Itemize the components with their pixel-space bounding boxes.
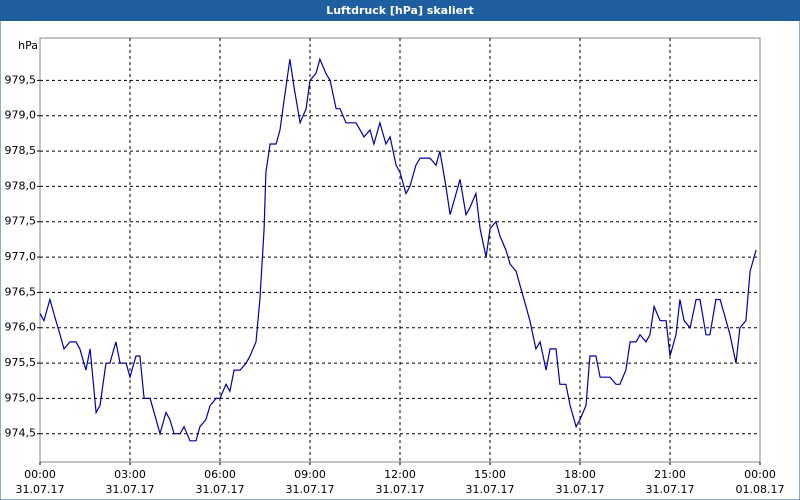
y-tick-label: 975,5: [5, 356, 37, 369]
chart-title: Luftdruck [hPa] skaliert: [326, 4, 474, 17]
y-tick-label: 976,0: [5, 321, 37, 334]
y-tick-label: 977,5: [5, 215, 37, 228]
x-tick-date: 31.07.17: [376, 483, 425, 496]
y-tick-label: 974,5: [5, 427, 37, 440]
y-axis-unit: hPa: [18, 39, 38, 52]
x-tick-date: 31.07.17: [556, 483, 605, 496]
x-tick-date: 31.07.17: [646, 483, 695, 496]
x-tick-label: 12:00: [384, 468, 416, 481]
title-bar: [0, 0, 800, 21]
x-tick-label: 00:00: [24, 468, 56, 481]
x-tick-date: 31.07.17: [466, 483, 515, 496]
x-tick-date: 31.07.17: [196, 483, 245, 496]
x-tick-label: 00:00: [744, 468, 776, 481]
x-tick-label: 09:00: [294, 468, 326, 481]
y-tick-label: 978,0: [5, 179, 37, 192]
y-tick-label: 977,0: [5, 250, 37, 263]
x-tick-label: 18:00: [564, 468, 596, 481]
y-tick-label: 976,5: [5, 285, 37, 298]
data-line: [39, 57, 757, 442]
y-tick-label: 979,0: [5, 109, 37, 122]
x-tick-date: 31.07.17: [16, 483, 65, 496]
x-tick-label: 21:00: [654, 468, 686, 481]
x-tick-date: 01.08.17: [736, 483, 785, 496]
y-tick-label: 979,5: [5, 73, 37, 86]
x-tick-date: 31.07.17: [286, 483, 335, 496]
y-tick-label: 975,0: [5, 391, 37, 404]
y-tick-label: 978,5: [5, 144, 37, 157]
x-tick-label: 06:00: [204, 468, 236, 481]
x-tick-label: 03:00: [114, 468, 146, 481]
x-tick-label: 15:00: [474, 468, 506, 481]
x-tick-date: 31.07.17: [106, 483, 155, 496]
